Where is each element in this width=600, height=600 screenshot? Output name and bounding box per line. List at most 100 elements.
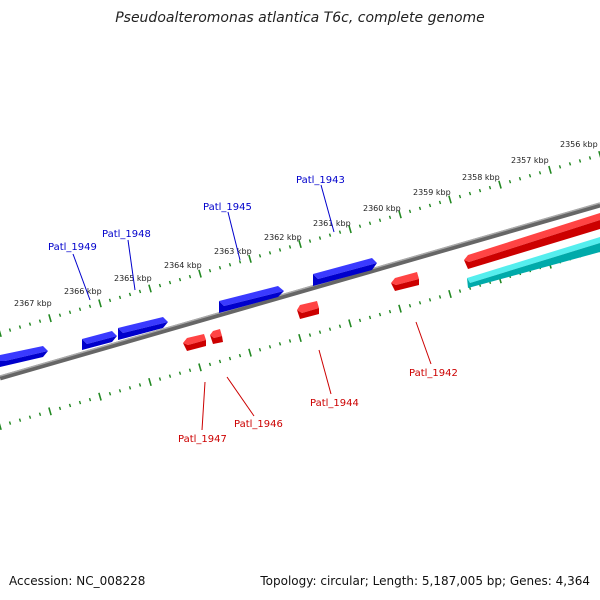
minor-tick [118,389,122,393]
gene-feature[interactable] [464,213,600,269]
gene-label-patl-1945[interactable]: Patl_1945 [203,202,252,213]
minor-tick [228,356,232,361]
minor-tick [458,194,462,199]
minor-tick [358,318,362,323]
gene-label-patl-1946[interactable]: Patl_1946 [234,419,283,430]
major-tick [348,225,352,234]
minor-tick [58,313,62,317]
label-leaders [72,184,432,431]
minor-tick [468,191,472,196]
gene-feature-patl-1945[interactable] [219,286,284,313]
minor-tick [28,322,32,326]
minor-tick [218,265,222,270]
scale-label: 2367 kbp [14,299,52,308]
minor-tick [418,301,422,305]
minor-tick [328,233,332,237]
minor-tick [528,173,532,178]
scale-track-top [0,150,600,338]
minor-tick [68,403,72,408]
major-tick [198,269,202,278]
gene-feature-patl-1942[interactable] [391,272,419,291]
minor-tick [478,188,482,193]
minor-tick [28,415,32,419]
minor-tick [268,345,272,349]
major-tick [148,377,152,387]
minor-tick [168,374,172,378]
minor-tick [378,312,382,317]
accession-text: Accession: NC_008228 [9,574,146,588]
minor-tick [58,406,62,411]
minor-tick [428,298,432,302]
minor-tick [208,268,212,273]
major-tick [448,289,452,299]
minor-tick [278,248,282,252]
scale-label: 2359 kbp [413,188,451,197]
scale-label: 2363 kbp [214,247,252,256]
genome-summary-text: Topology: circular; Length: 5,187,005 bp… [260,574,590,588]
minor-tick [128,386,132,390]
minor-tick [128,292,132,297]
minor-tick [228,262,232,267]
gene-label-patl-1947[interactable]: Patl_1947 [178,434,227,445]
gene-label-patl-1942[interactable]: Patl_1942 [409,368,458,379]
map-title: Pseudoalteromonas atlantica T6c, complet… [115,10,485,26]
minor-tick [208,362,212,367]
gene-feature-patl-1947[interactable] [183,334,206,351]
minor-tick [418,206,422,211]
minor-tick [568,162,572,166]
minor-tick [158,283,162,288]
gene-feature-patl-1948[interactable] [118,317,168,340]
minor-tick [108,298,112,303]
minor-tick [178,277,182,282]
rna-gene-feature[interactable] [467,237,600,288]
minor-tick [258,347,262,352]
minor-tick [308,333,312,337]
minor-tick [518,176,522,181]
scale-label: 2356 kbp [560,140,598,149]
gene-feature-patl-1949[interactable] [82,331,117,350]
minor-tick [308,239,312,243]
major-tick [248,254,252,263]
major-tick [348,319,352,328]
minor-tick [588,156,592,160]
minor-tick [238,353,242,358]
minor-tick [388,309,392,314]
minor-tick [368,221,372,226]
minor-tick [438,200,442,205]
minor-tick [378,218,382,223]
gene-feature[interactable] [0,346,48,367]
minor-tick [18,418,22,422]
forward-gene-track [0,258,377,367]
reverse-gene-track [183,213,600,351]
minor-tick [288,339,292,343]
major-tick [298,333,302,343]
minor-tick [488,185,492,190]
major-tick [148,284,152,293]
gene-feature-patl-1944[interactable] [297,301,319,319]
major-tick [0,330,2,338]
major-tick [498,180,502,189]
minor-tick [408,303,412,308]
gene-label-patl-1944[interactable]: Patl_1944 [310,398,359,409]
scale-label: 2364 kbp [164,261,202,270]
minor-tick [8,421,12,425]
genome-backbone [0,202,600,381]
minor-tick [158,377,162,381]
scale-label: 2365 kbp [114,274,152,283]
minor-tick [278,342,282,346]
minor-tick [408,209,412,214]
minor-tick [88,304,92,309]
minor-tick [188,274,192,279]
gene-label-patl-1949[interactable]: Patl_1949 [48,242,97,253]
scale-labels: 2356 kbp 2357 kbp 2358 kbp 2359 kbp 2360… [14,140,598,308]
gene-label-patl-1948[interactable]: Patl_1948 [102,229,151,240]
minor-tick [328,327,332,331]
gene-label-patl-1943[interactable]: Patl_1943 [296,175,345,186]
minor-tick [38,319,42,323]
minor-tick [178,371,182,375]
gene-feature-patl-1943[interactable] [313,258,377,286]
minor-tick [138,383,142,387]
gene-feature-patl-1946[interactable] [210,329,223,344]
minor-tick [78,307,82,312]
